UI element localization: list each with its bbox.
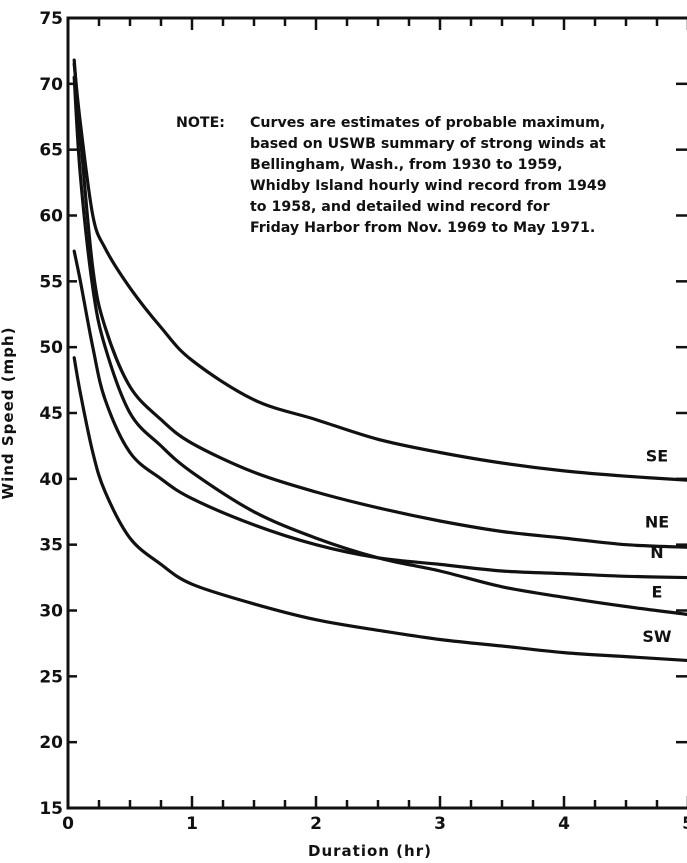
x-axis-title: Duration (hr) [308, 842, 432, 860]
note-line-4: Whidby Island hourly wind record from 19… [250, 178, 607, 194]
y-tick-label-50: 50 [39, 338, 63, 358]
x-tick-label-2: 2 [310, 814, 322, 834]
series-label-e: E [652, 582, 663, 601]
x-tick-label-0: 0 [62, 814, 74, 834]
x-tick-label-3: 3 [434, 814, 446, 834]
note-line-2: based on USWB summary of strong winds at [250, 136, 606, 152]
series-label-n: N [650, 543, 663, 562]
note-line-1: Curves are estimates of probable maximum… [250, 115, 605, 131]
y-tick-label-25: 25 [39, 667, 63, 687]
x-tick-label-1: 1 [186, 814, 198, 834]
curve-ne [72, 58, 687, 549]
x-tick-labels: 0 1 2 3 4 5 [62, 814, 687, 834]
x-tick-label-4: 4 [558, 814, 570, 834]
wind-curves [72, 58, 687, 663]
y-tick-label-45: 45 [39, 404, 63, 424]
curve-sw [72, 356, 687, 663]
curve-e [72, 75, 687, 616]
y-tick-label-70: 70 [39, 75, 63, 95]
series-label-se: SE [646, 447, 668, 466]
y-tick-label-40: 40 [39, 470, 63, 490]
y-tick-label-75: 75 [39, 9, 63, 29]
y-tick-label-20: 20 [39, 733, 63, 753]
note-heading: NOTE: [176, 115, 225, 131]
curve-n [72, 249, 687, 580]
y-tick-label-55: 55 [39, 272, 63, 292]
y-tick-label-65: 65 [39, 141, 63, 161]
note-line-3: Bellingham, Wash., from 1930 to 1959, [250, 157, 562, 173]
note-annotation: NOTE: Curves are estimates of probable m… [176, 115, 607, 236]
x-tick-label-5: 5 [682, 814, 687, 834]
note-line-6: Friday Harbor from Nov. 1969 to May 1971… [250, 220, 595, 236]
y-axis-title: Wind Speed (mph) [0, 327, 17, 500]
y-tick-labels: 15 20 25 30 35 40 45 50 55 60 65 70 75 [39, 9, 63, 819]
y-tick-label-35: 35 [39, 536, 63, 556]
y-tick-label-30: 30 [39, 602, 63, 622]
y-tick-label-60: 60 [39, 207, 63, 227]
curve-se [72, 62, 687, 482]
series-label-sw: SW [642, 627, 672, 646]
note-line-5: to 1958, and detailed wind record for [250, 199, 550, 215]
series-label-ne: NE [645, 513, 669, 532]
y-tick-label-15: 15 [39, 799, 63, 819]
